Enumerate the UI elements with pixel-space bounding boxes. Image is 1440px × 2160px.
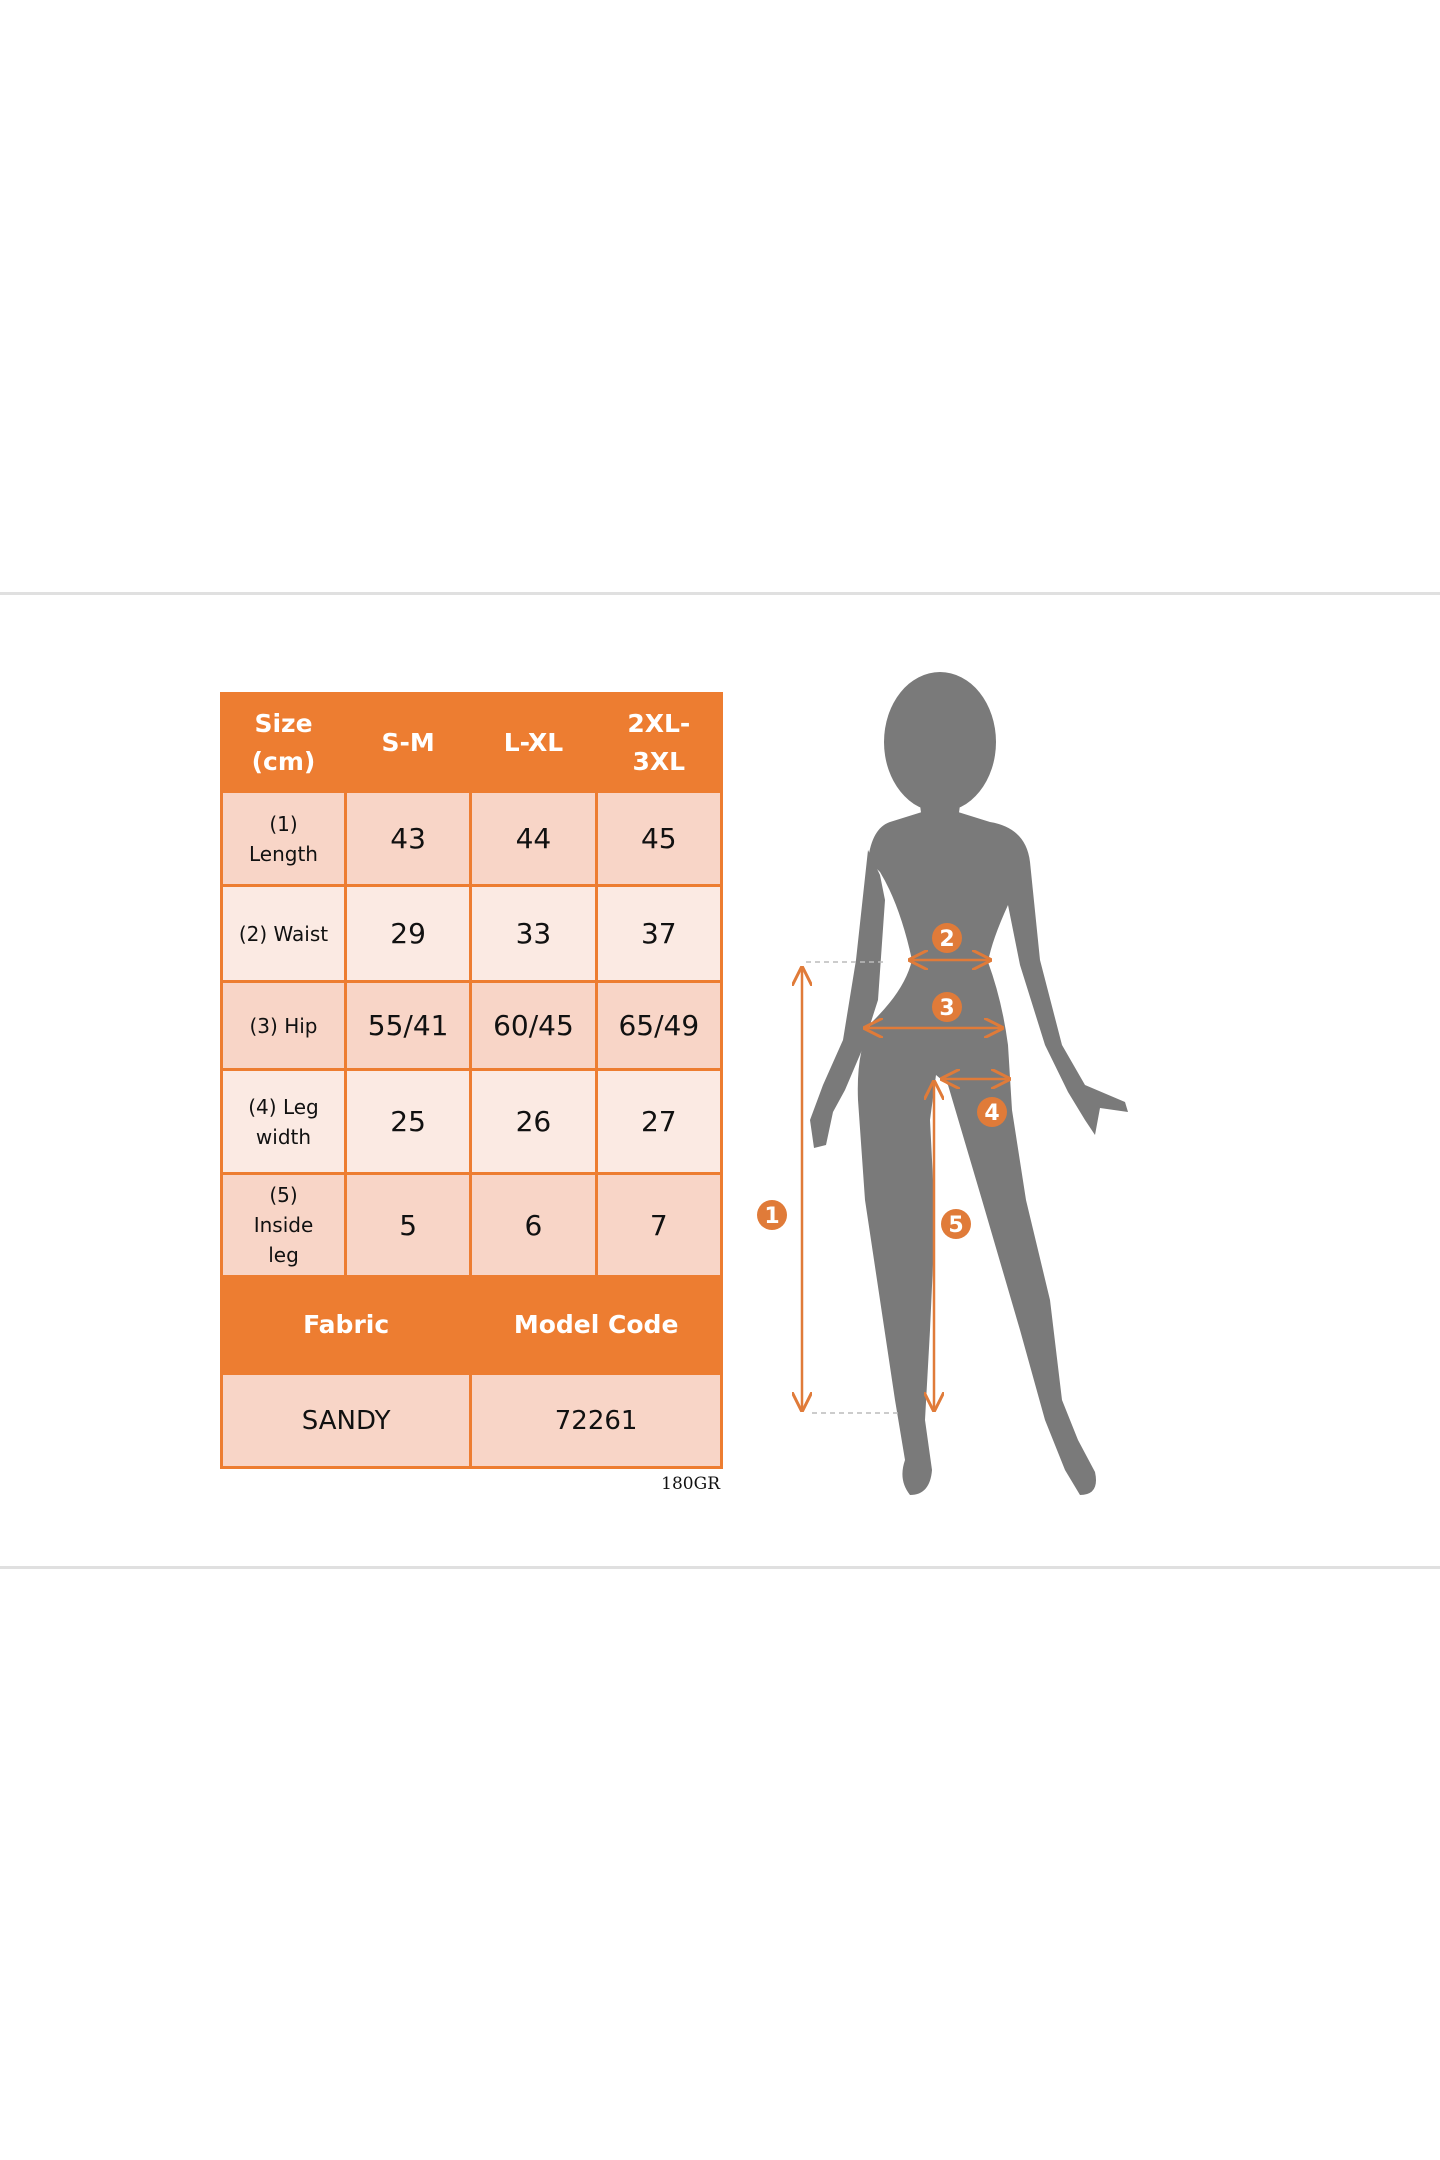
measurement-badges: 1 2 3 4 5 (757, 923, 1007, 1239)
svg-text:5: 5 (948, 1213, 963, 1238)
fabric-value: SANDY (219, 1372, 473, 1469)
cell: 65/49 (594, 980, 724, 1071)
svg-text:1: 1 (764, 1204, 779, 1229)
header-2xl-3xl: 2XL- 3XL (594, 692, 724, 793)
svg-text:3: 3 (939, 996, 954, 1021)
cell: 25 (343, 1068, 473, 1175)
woman-silhouette (810, 672, 1128, 1495)
row-label: (4) Leg width (220, 1068, 347, 1175)
cell: 6 (469, 1172, 598, 1278)
divider-top (0, 592, 1440, 595)
cell: 60/45 (469, 980, 598, 1071)
header-s-m: S-M (343, 692, 473, 793)
cell: 7 (594, 1172, 724, 1278)
badge-3: 3 (932, 992, 962, 1022)
row-label: (5) Inside leg (220, 1172, 347, 1278)
cell: 27 (594, 1068, 724, 1175)
table-row: (3) Hip 55/41 60/45 65/49 (220, 980, 724, 1071)
table-row: (1) Length 43 44 45 (220, 790, 724, 887)
row-label: (2) Waist (220, 884, 347, 983)
table-row: (2) Waist 29 33 37 (220, 884, 724, 983)
cell: 33 (469, 884, 598, 983)
badge-4: 4 (977, 1097, 1007, 1127)
svg-text:2: 2 (939, 927, 954, 952)
badge-1: 1 (757, 1200, 787, 1230)
table-row: (5) Inside leg 5 6 7 (220, 1172, 724, 1278)
row-label: (1) Length (220, 790, 347, 887)
header-l-xl: L-XL (469, 692, 598, 793)
info-header-row: Fabric Model Code (219, 1275, 723, 1375)
cell: 45 (594, 790, 724, 887)
divider-bottom (0, 1566, 1440, 1569)
model-code-value: 72261 (469, 1372, 723, 1469)
header-fabric: Fabric (219, 1275, 473, 1375)
cell: 26 (469, 1068, 598, 1175)
cell: 43 (343, 790, 473, 887)
badge-2: 2 (932, 923, 962, 953)
cell: 5 (343, 1172, 473, 1278)
header-size: Size (cm) (220, 692, 347, 793)
svg-text:4: 4 (984, 1101, 999, 1126)
cell: 37 (594, 884, 724, 983)
cell: 29 (343, 884, 473, 983)
size-chart-table: Size (cm) S-M L-XL 2XL- 3XL (1) Length 43 4… (219, 692, 724, 1469)
table-row: (4) Leg width 25 26 27 (220, 1068, 724, 1175)
info-value-row: SANDY 72261 (219, 1372, 723, 1469)
cell: 55/41 (343, 980, 473, 1071)
table-header-row: Size (cm) S-M L-XL 2XL- 3XL (220, 692, 724, 793)
cell: 44 (469, 790, 598, 887)
fabric-weight-label: 180GR (661, 1474, 720, 1494)
guide-lines (806, 961, 902, 1414)
badge-5: 5 (941, 1209, 971, 1239)
header-model-code: Model Code (469, 1275, 723, 1375)
row-label: (3) Hip (220, 980, 347, 1071)
measurement-arrows (802, 960, 1009, 1410)
